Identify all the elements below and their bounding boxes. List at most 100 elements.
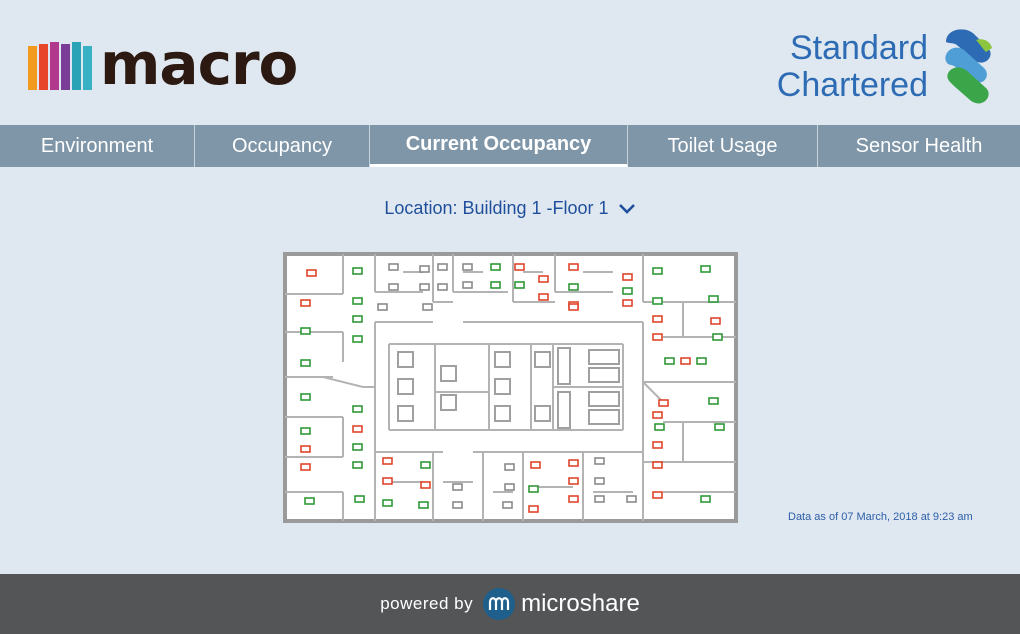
desk-sensor-offline[interactable] <box>419 283 430 291</box>
desk-sensor-offline[interactable] <box>462 263 473 271</box>
desk-sensor-offline[interactable] <box>422 303 433 311</box>
desk-sensor-occupied[interactable] <box>622 273 633 281</box>
desk-sensor-vacant[interactable] <box>352 443 363 451</box>
desk-sensor-offline[interactable] <box>437 283 448 291</box>
desk-sensor-occupied[interactable] <box>420 481 431 489</box>
desk-sensor-vacant[interactable] <box>712 333 723 341</box>
tab-current-occupancy[interactable]: Current Occupancy <box>370 125 628 167</box>
desk-sensor-vacant[interactable] <box>696 357 707 365</box>
desk-sensor-occupied[interactable] <box>300 299 311 307</box>
desk-sensor-occupied[interactable] <box>538 293 549 301</box>
desk-sensor-occupied[interactable] <box>652 461 663 469</box>
desk-sensor-offline[interactable] <box>594 457 605 465</box>
tab-environment[interactable]: Environment <box>0 125 195 167</box>
desk-sensor-occupied[interactable] <box>652 315 663 323</box>
desk-sensor-occupied[interactable] <box>528 505 539 513</box>
desk-sensor-vacant[interactable] <box>300 359 311 367</box>
tab-occupancy[interactable]: Occupancy <box>195 125 370 167</box>
desk-sensor-occupied[interactable] <box>382 457 393 465</box>
desk-sensor-occupied[interactable] <box>652 333 663 341</box>
desk-sensor-vacant[interactable] <box>382 499 393 507</box>
desk-sensor-vacant[interactable] <box>514 281 525 289</box>
desk-sensor-offline[interactable] <box>452 501 463 509</box>
desk-sensor-vacant[interactable] <box>420 461 431 469</box>
desk-sensor-occupied[interactable] <box>538 275 549 283</box>
desk-sensor-occupied[interactable] <box>680 357 691 365</box>
desk-sensor-vacant[interactable] <box>622 287 633 295</box>
desk-sensor-occupied[interactable] <box>658 399 669 407</box>
desk-sensor-occupied[interactable] <box>352 425 363 433</box>
desk-sensor-vacant[interactable] <box>300 327 311 335</box>
desk-sensor-offline[interactable] <box>452 483 463 491</box>
desk-sensor-vacant[interactable] <box>352 297 363 305</box>
desk-sensor-offline[interactable] <box>502 501 513 509</box>
tab-toilet-usage[interactable]: Toilet Usage <box>628 125 818 167</box>
location-value: Building 1 -Floor 1 <box>462 198 609 218</box>
partner-wordmark: Standard Chartered <box>760 30 928 104</box>
desk-sensor-vacant[interactable] <box>490 281 501 289</box>
desk-sensor-vacant[interactable] <box>352 267 363 275</box>
desk-sensor-occupied[interactable] <box>652 491 663 499</box>
desk-sensor-vacant[interactable] <box>708 295 719 303</box>
desk-sensor-offline[interactable] <box>504 463 515 471</box>
desk-sensor-occupied[interactable] <box>568 477 579 485</box>
desk-sensor-occupied[interactable] <box>300 463 311 471</box>
desk-sensor-vacant[interactable] <box>652 267 663 275</box>
desk-sensor-offline[interactable] <box>594 477 605 485</box>
desk-sensor-vacant[interactable] <box>568 283 579 291</box>
powered-by-label: powered by <box>380 594 474 613</box>
partner-line2: Chartered <box>776 66 928 104</box>
desk-sensor-vacant[interactable] <box>352 405 363 413</box>
macro-wordmark: macro <box>100 30 298 98</box>
data-timestamp: Data as of 07 March, 2018 at 9:23 am <box>788 511 973 523</box>
microshare-logo-icon <box>483 588 516 620</box>
desk-sensor-offline[interactable] <box>388 263 399 271</box>
desk-sensor-offline[interactable] <box>504 483 515 491</box>
chevron-down-icon <box>618 204 635 215</box>
desk-sensor-occupied[interactable] <box>382 477 393 485</box>
desk-sensor-occupied[interactable] <box>568 263 579 271</box>
desk-sensor-vacant[interactable] <box>418 501 429 509</box>
desk-sensor-vacant[interactable] <box>490 263 501 271</box>
macro-logo: macro <box>28 30 298 98</box>
desk-sensor-occupied[interactable] <box>652 441 663 449</box>
desk-sensor-offline[interactable] <box>419 265 430 273</box>
macro-bars-icon <box>28 42 94 90</box>
desk-sensor-occupied[interactable] <box>568 459 579 467</box>
desk-sensor-occupied[interactable] <box>710 317 721 325</box>
desk-sensor-vacant[interactable] <box>654 423 665 431</box>
desk-sensor-vacant[interactable] <box>652 297 663 305</box>
header: macro Standard Chartered <box>0 0 1020 125</box>
desk-sensor-vacant[interactable] <box>352 315 363 323</box>
location-selector[interactable]: Location: Building 1 -Floor 1 <box>0 198 1020 219</box>
desk-sensor-offline[interactable] <box>594 495 605 503</box>
desk-sensor-offline[interactable] <box>388 283 399 291</box>
desk-sensor-occupied[interactable] <box>568 495 579 503</box>
desk-sensor-vacant[interactable] <box>664 357 675 365</box>
desk-sensor-offline[interactable] <box>377 303 388 311</box>
desk-sensor-vacant[interactable] <box>708 397 719 405</box>
tab-sensor-health[interactable]: Sensor Health <box>855 134 983 157</box>
desk-sensor-occupied[interactable] <box>622 299 633 307</box>
desk-sensor-offline[interactable] <box>437 263 448 271</box>
desk-sensor-vacant[interactable] <box>300 393 311 401</box>
desk-sensor-occupied[interactable] <box>568 303 579 311</box>
desk-sensor-vacant[interactable] <box>304 497 315 505</box>
desk-sensor-occupied[interactable] <box>514 263 525 271</box>
desk-sensor-vacant[interactable] <box>528 485 539 493</box>
desk-sensor-vacant[interactable] <box>300 427 311 435</box>
desk-sensor-vacant[interactable] <box>714 423 725 431</box>
floor-plan <box>283 252 738 523</box>
desk-sensor-occupied[interactable] <box>306 269 317 277</box>
desk-sensor-vacant[interactable] <box>354 495 365 503</box>
desk-sensor-occupied[interactable] <box>300 445 311 453</box>
desk-sensor-offline[interactable] <box>462 281 473 289</box>
desk-sensor-vacant[interactable] <box>352 335 363 343</box>
partner-line1: Standard <box>790 29 928 67</box>
desk-sensor-occupied[interactable] <box>530 461 541 469</box>
desk-sensor-vacant[interactable] <box>700 265 711 273</box>
desk-sensor-vacant[interactable] <box>352 461 363 469</box>
desk-sensor-offline[interactable] <box>626 495 637 503</box>
desk-sensor-vacant[interactable] <box>700 495 711 503</box>
desk-sensor-occupied[interactable] <box>652 411 663 419</box>
